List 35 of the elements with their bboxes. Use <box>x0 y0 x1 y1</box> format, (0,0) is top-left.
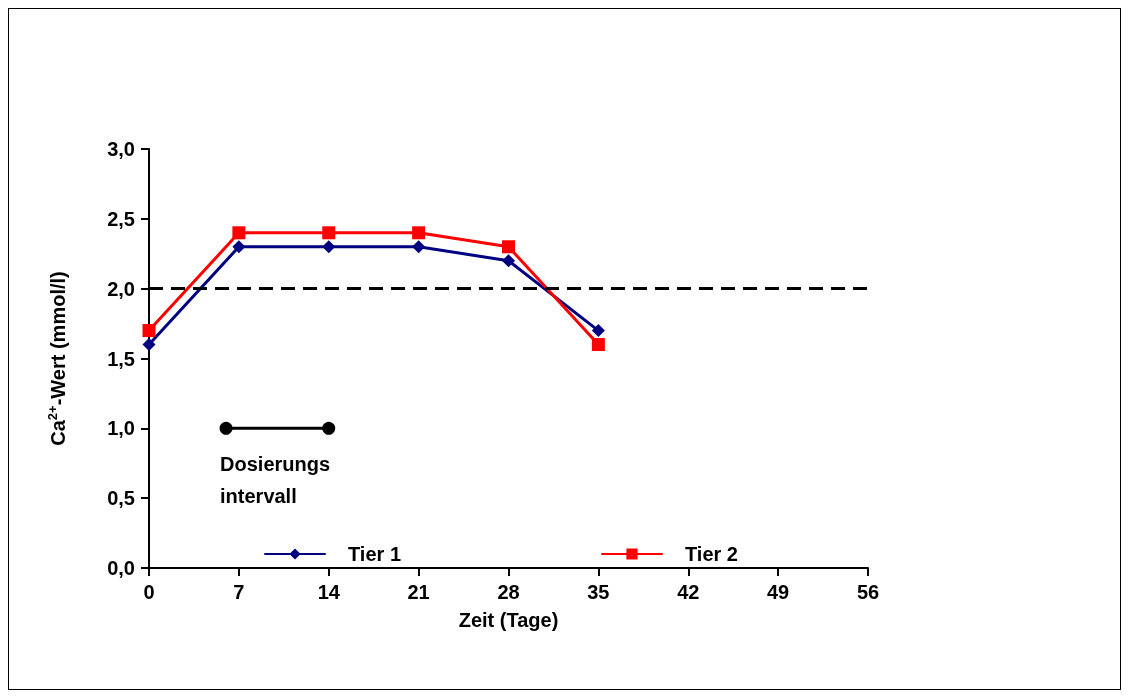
point <box>412 226 426 240</box>
y-tick-label: 0,0 <box>107 557 135 579</box>
point <box>412 240 426 254</box>
x-tick-label: 14 <box>317 581 341 603</box>
x-tick-label: 56 <box>856 581 880 603</box>
legend-label: Tier 2 <box>685 543 738 565</box>
annotation: Dosierungs intervall <box>220 453 331 508</box>
x-tick-label: 49 <box>767 581 790 603</box>
point <box>322 421 336 435</box>
y-tick-label: 1,0 <box>107 417 135 440</box>
point <box>219 421 233 435</box>
point <box>502 240 515 254</box>
point <box>591 324 605 338</box>
y-tick-label: 1,5 <box>107 347 135 370</box>
y-tick-label: 0,5 <box>107 487 135 510</box>
legend-label: Tier 1 <box>348 543 401 565</box>
y-tick-label: 2,0 <box>107 277 135 300</box>
x-tick-label: 0 <box>143 581 155 603</box>
point <box>322 240 336 254</box>
x-tick-label: 35 <box>587 581 610 603</box>
x-axis-title: Zeit (Tage) <box>458 609 559 631</box>
point <box>142 324 156 338</box>
point <box>591 338 605 352</box>
x-tick-label: 7 <box>233 581 245 603</box>
y-axis-title: Ca2+-Wert (mmol/l) <box>45 271 69 446</box>
x-tick-label: 21 <box>407 581 430 603</box>
y-tick-label: 3,0 <box>107 138 135 160</box>
point <box>502 254 515 268</box>
x-tick-label: 28 <box>497 581 520 603</box>
point <box>232 240 246 254</box>
point <box>142 338 156 352</box>
x-tick-label: 42 <box>677 581 700 603</box>
point <box>322 226 336 240</box>
y-tick-label: 2,5 <box>107 207 135 230</box>
point <box>232 226 246 240</box>
